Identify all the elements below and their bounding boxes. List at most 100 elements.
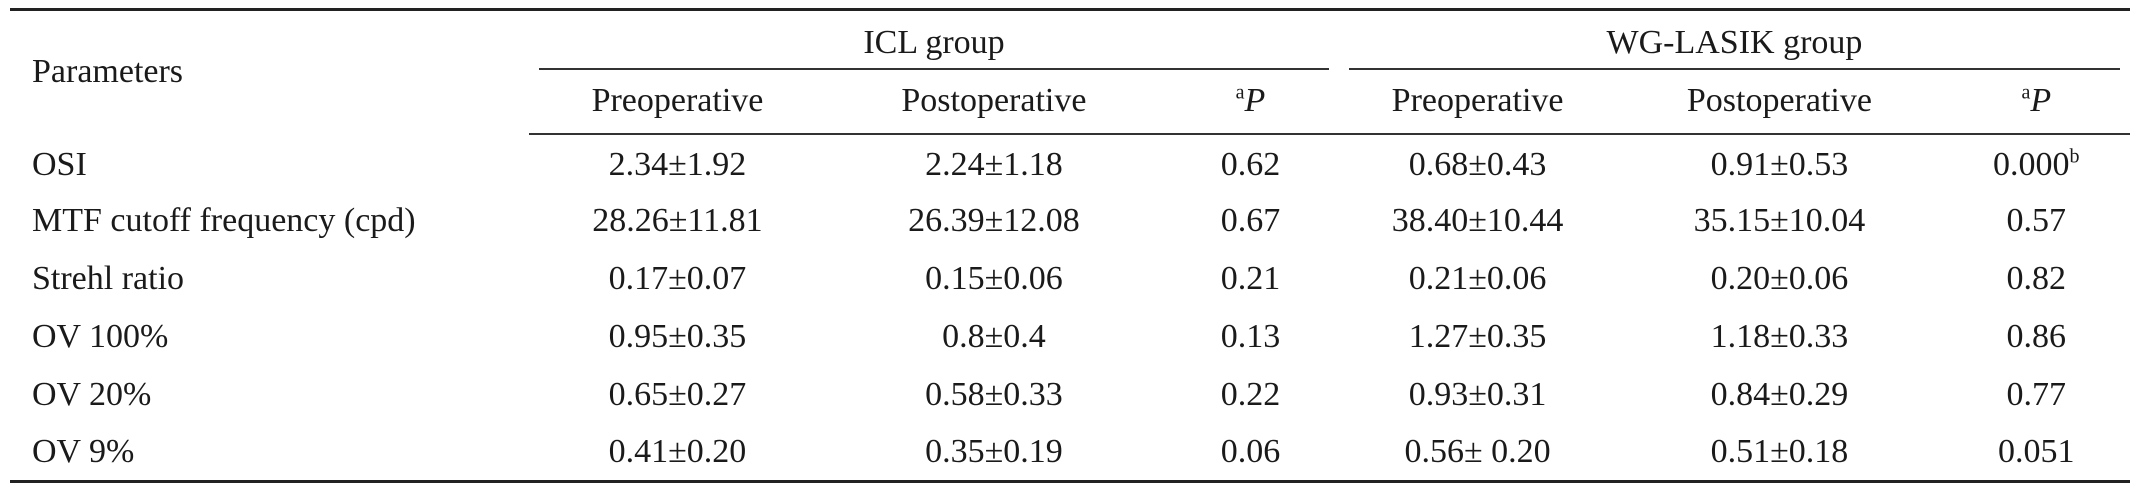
cell-value: 0.06	[1220, 432, 1281, 470]
cell-value: 0.17±0.07	[608, 259, 747, 297]
icl-p-cell: 0.21	[1162, 250, 1339, 308]
wg-pre-cell: 1.27±0.35	[1339, 308, 1616, 366]
wg-lasik-group-rule	[1348, 67, 2120, 70]
icl-post-cell: 0.35±0.19	[826, 424, 1162, 482]
icl-post-cell: 0.8±0.4	[826, 308, 1162, 366]
cell-value: 0.000	[1993, 146, 2070, 183]
cell-value: 0.13	[1220, 317, 1281, 355]
table-row: OV 100% 0.95±0.35 0.8±0.4 0.13 1.27±0.35 1.18…	[10, 308, 2130, 366]
cell-value: 0.91±0.53	[1710, 146, 1849, 183]
icl-pre-cell: 0.65±0.27	[529, 366, 826, 424]
cell-value: 0.82	[2006, 259, 2067, 297]
icl-p-cell: 0.62	[1162, 134, 1339, 192]
wg-p-cell: 0.82	[1943, 250, 2130, 308]
cell-value: 0.35±0.19	[925, 432, 1063, 470]
cell-value: 0.56± 0.20	[1404, 432, 1551, 470]
cell-value: 0.65±0.27	[608, 375, 747, 413]
icl-pre-cell: 28.26±11.81	[529, 192, 826, 250]
significance-superscript: b	[2069, 145, 2080, 168]
wg-post-cell: 35.15±10.04	[1616, 192, 1942, 250]
cell-value: 0.57	[2006, 201, 2067, 239]
icl-post-cell: 0.15±0.06	[826, 250, 1162, 308]
icl-group-rule	[539, 67, 1329, 70]
icl-p-cell: 0.22	[1162, 366, 1339, 424]
wg-postoperative-header: Postoperative	[1616, 69, 1943, 135]
wg-pre-cell: 0.56± 0.20	[1339, 424, 1616, 482]
wg-p-cell: 0.77	[1943, 366, 2130, 424]
wg-post-cell: 0.51±0.18	[1616, 424, 1942, 482]
cell-value: 0.95±0.35	[608, 317, 747, 355]
p-superscript: a	[2021, 81, 2031, 104]
parameter-cell: OV 9%	[32, 432, 135, 470]
cell-value: 0.15±0.06	[925, 259, 1063, 297]
wg-post-cell: 0.84±0.29	[1616, 366, 1942, 424]
wg-pre-cell: 38.40±10.44	[1339, 192, 1616, 250]
cell-value: 0.77	[2006, 375, 2067, 413]
icl-pre-cell: 2.34±1.92	[529, 134, 826, 192]
parameter-cell: MTF cutoff frequency (cpd)	[32, 201, 416, 239]
parameter-cell: OSI	[32, 145, 87, 183]
cell-value: 0.41±0.20	[608, 432, 747, 470]
p-label: P	[2030, 82, 2052, 119]
cell-value: 38.40±10.44	[1391, 201, 1564, 239]
icl-pre-cell: 0.95±0.35	[529, 308, 826, 366]
cell-value: 0.20±0.06	[1710, 259, 1849, 297]
cell-value: 0.62	[1220, 146, 1281, 183]
cell-value: 0.68±0.43	[1408, 146, 1547, 183]
cell-value: 0.93±0.31	[1408, 375, 1547, 413]
p-label: P	[1244, 82, 1266, 119]
wg-pre-cell: 0.93±0.31	[1339, 366, 1616, 424]
results-table: Parameters ICL group WG-LASIK group Preo…	[10, 8, 2130, 483]
cell-value: 2.34±1.92	[608, 146, 747, 183]
wg-preoperative-header: Preoperative	[1338, 69, 1617, 135]
parameters-header: Parameters	[32, 53, 184, 91]
icl-p-cell: 0.13	[1162, 308, 1339, 366]
parameter-cell: OV 20%	[32, 375, 152, 413]
icl-p-header: aP	[1161, 69, 1339, 135]
cell-value: 0.8±0.4	[942, 317, 1046, 355]
cell-value: 35.15±10.04	[1693, 201, 1866, 239]
cell-value: 0.51±0.18	[1710, 432, 1849, 470]
p-superscript: a	[1235, 81, 1245, 104]
icl-postoperative-header: Postoperative	[825, 69, 1162, 135]
icl-post-cell: 2.24±1.18	[826, 134, 1162, 192]
cell-value: 0.86	[2006, 317, 2067, 355]
wg-post-cell: 1.18±0.33	[1616, 308, 1942, 366]
table-row: OV 20% 0.65±0.27 0.58±0.33 0.22 0.93±0.31 0.8…	[10, 366, 2130, 424]
wg-p-cell: 0.86	[1943, 308, 2130, 366]
icl-post-cell: 0.58±0.33	[826, 366, 1162, 424]
wg-p-header: aP	[1942, 69, 2130, 135]
cell-value: 0.051	[1998, 432, 2075, 470]
cell-value: 0.21±0.06	[1408, 259, 1547, 297]
cell-value: 0.22	[1220, 375, 1281, 413]
table-body: OSI 2.34±1.92 2.24±1.18 0.62 0.68±0.43 0.91±0…	[10, 134, 2130, 482]
icl-pre-cell: 0.41±0.20	[529, 424, 826, 482]
cell-value: 0.58±0.33	[925, 375, 1063, 413]
cell-value: 0.67	[1220, 201, 1281, 239]
wg-p-cell: 0.000b	[1943, 134, 2130, 192]
parameter-cell: OV 100%	[32, 317, 169, 355]
cell-value: 1.18±0.33	[1710, 317, 1849, 355]
table-row: OV 9% 0.41±0.20 0.35±0.19 0.06 0.56± 0.20 0.5…	[10, 424, 2130, 482]
wg-post-cell: 0.20±0.06	[1616, 250, 1942, 308]
icl-preoperative-header: Preoperative	[529, 69, 826, 135]
icl-p-cell: 0.67	[1162, 192, 1339, 250]
cell-value: 28.26±11.81	[592, 201, 763, 239]
wg-post-cell: 0.91±0.53	[1616, 134, 1942, 192]
wg-pre-cell: 0.21±0.06	[1339, 250, 1616, 308]
cell-value: 2.24±1.18	[925, 146, 1063, 183]
cell-value: 0.21	[1220, 259, 1281, 297]
cell-value: 0.84±0.29	[1710, 375, 1849, 413]
table-header: Parameters ICL group WG-LASIK group Preo…	[10, 10, 2130, 135]
cell-value: 26.39±12.08	[908, 201, 1080, 239]
wg-p-cell: 0.051	[1943, 424, 2130, 482]
icl-group-header: ICL group	[863, 23, 1005, 61]
icl-pre-cell: 0.17±0.07	[529, 250, 826, 308]
table-row: Strehl ratio 0.17±0.07 0.15±0.06 0.21 0.21±0…	[10, 250, 2130, 308]
table-row: OSI 2.34±1.92 2.24±1.18 0.62 0.68±0.43 0.91±0…	[10, 134, 2130, 192]
wg-lasik-group-header: WG-LASIK group	[1606, 23, 1863, 61]
table-row: MTF cutoff frequency (cpd) 28.26±11.81 26.…	[10, 192, 2130, 250]
icl-p-cell: 0.06	[1162, 424, 1339, 482]
wg-p-cell: 0.57	[1943, 192, 2130, 250]
